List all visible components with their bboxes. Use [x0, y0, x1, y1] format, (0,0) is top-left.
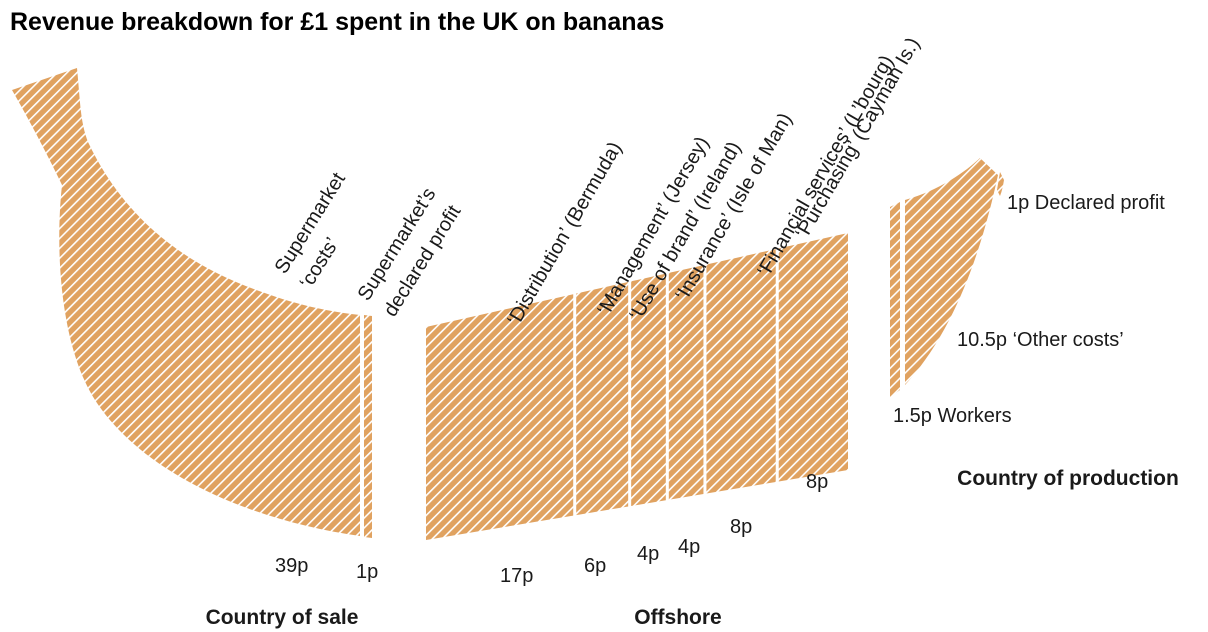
segment-financial-services-l-bourg: [706, 249, 776, 494]
segment-declared-profit: [997, 172, 1004, 196]
segment-other-costs: [905, 158, 998, 385]
segment-management-jersey: [576, 281, 629, 516]
value-financial-services-l-bourg: 8p: [730, 516, 752, 538]
value-use-of-brand-ireland: 4p: [637, 543, 659, 565]
label-workers: 1.5p Workers: [893, 405, 1012, 427]
chart-title: Revenue breakdown for £1 spent in the UK…: [10, 8, 664, 36]
label-other-costs: 10.5p ‘Other costs’: [957, 329, 1124, 351]
group-label-country-of-sale: Country of sale: [206, 606, 359, 629]
segment-use-of-brand-ireland: [631, 273, 666, 506]
value-management-jersey: 6p: [584, 555, 606, 577]
segment-distribution-bermuda: [426, 294, 574, 540]
segment-workers: [890, 202, 900, 397]
group-label-offshore: Offshore: [634, 606, 722, 629]
value-insurance-isle-of-man: 4p: [678, 536, 700, 558]
label-purchasing-cayman-is: ‘Purchasing’ (Cayman Is.): [791, 34, 924, 243]
group-label-country-of-production: Country of production: [957, 467, 1179, 490]
value-supermarket-s-declared-profit: 1p: [356, 561, 378, 583]
value-purchasing-cayman-is: 8p: [806, 471, 828, 493]
value-supermarket-costs: 39p: [275, 555, 308, 577]
segment-supermarket-s-declared-profit: [364, 315, 372, 538]
label-declared-profit: 1p Declared profit: [1007, 192, 1165, 214]
segment-supermarket-costs: [12, 68, 360, 536]
banana-segments: [12, 68, 1004, 540]
segment-insurance-isle-of-man: [668, 265, 704, 500]
segment-purchasing-cayman-is: [778, 233, 848, 482]
value-distribution-bermuda: 17p: [500, 565, 533, 587]
